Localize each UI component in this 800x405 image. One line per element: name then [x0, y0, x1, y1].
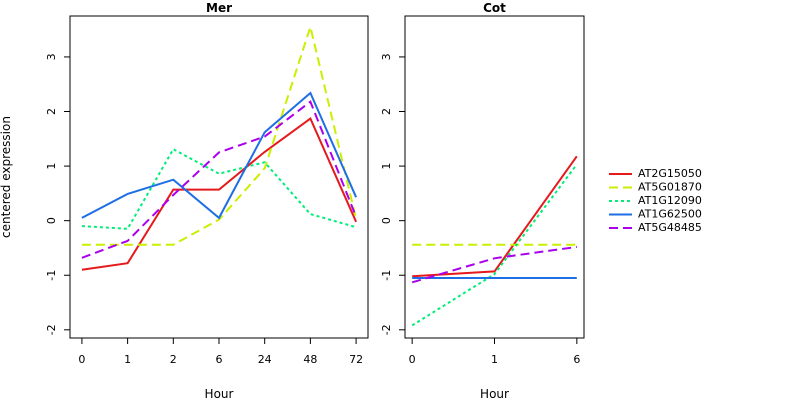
series-line-at1g62500 [81, 91, 358, 220]
y-tick-label: 2 [45, 108, 58, 115]
y-axis-label: centered expression [0, 116, 13, 238]
y-tick-label: 0 [380, 217, 393, 224]
x-tick-label: 0 [78, 353, 85, 366]
y-tick-label: 1 [380, 163, 393, 170]
legend-label: AT5G48485 [638, 221, 702, 234]
y-tick-label: -2 [380, 324, 393, 335]
series-line-at2g15050 [81, 117, 358, 271]
y-tick-label: 3 [45, 53, 58, 60]
y-tick-label: 1 [45, 163, 58, 170]
y-tick-label: 3 [380, 53, 393, 60]
x-tick-label: 6 [216, 353, 223, 366]
y-tick-label: 0 [45, 217, 58, 224]
x-tick-label: 1 [491, 353, 498, 366]
panel-title: Cot [483, 1, 506, 15]
y-tick-label: -2 [45, 324, 58, 335]
series-line-at5g48485 [81, 100, 358, 259]
series-line-at1g12090 [411, 163, 578, 327]
x-axis-label: Hour [205, 387, 234, 400]
x-tick-label: 0 [409, 353, 416, 366]
y-tick-label: -1 [380, 270, 393, 281]
legend-label: AT1G12090 [638, 194, 702, 207]
x-tick-label: 6 [573, 353, 580, 366]
legend-label: AT5G01870 [638, 181, 702, 194]
legend-label: AT1G62500 [638, 208, 702, 221]
y-tick-label: 2 [380, 108, 393, 115]
panel-frame [404, 15, 585, 339]
x-tick-label: 1 [124, 353, 131, 366]
y-tick-label: -1 [45, 270, 58, 281]
panel-frame [69, 15, 369, 339]
x-tick-label: 24 [258, 353, 272, 366]
series-line-at5g01870 [81, 23, 358, 246]
panel-title: Mer [206, 1, 232, 15]
legend-label: AT2G15050 [638, 167, 702, 180]
x-axis-label: Hour [480, 387, 509, 400]
series-line-at5g48485 [411, 245, 577, 284]
x-tick-label: 2 [170, 353, 177, 366]
x-tick-label: 72 [349, 353, 363, 366]
x-tick-label: 48 [303, 353, 317, 366]
